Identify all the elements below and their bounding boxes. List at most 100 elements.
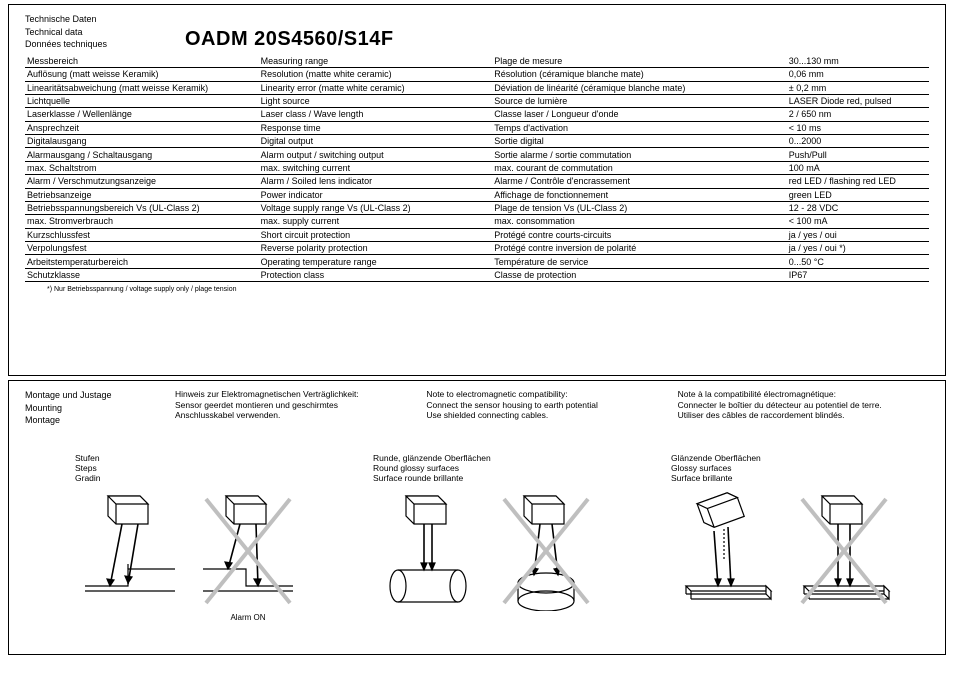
diagram-group-round: Runde, glänzende Oberflächen Round gloss…: [373, 453, 601, 622]
mounting-labels: Montage und Justage Mounting Montage: [25, 389, 175, 427]
spec-cell-de: Arbeitstemperaturbereich: [25, 255, 259, 268]
spec-row: ArbeitstemperaturbereichOperating temper…: [25, 255, 929, 268]
spec-cell-val: IP67: [787, 268, 929, 281]
spec-cell-de: Auflösung (matt weisse Keramik): [25, 68, 259, 81]
spec-cell-en: max. switching current: [259, 161, 493, 174]
mounting-fr: Montage: [25, 414, 175, 427]
spec-row: KurzschlussfestShort circuit protectionP…: [25, 228, 929, 241]
mounting-note-de: Hinweis zur Elektromagnetischen Verträgl…: [175, 389, 426, 427]
spec-cell-en: Linearity error (matte white ceramic): [259, 81, 493, 94]
caption-round: Runde, glänzende Oberflächen Round gloss…: [373, 453, 601, 485]
spec-cell-fr: Temps d'activation: [492, 121, 787, 134]
spec-cell-de: max. Stromverbrauch: [25, 215, 259, 228]
spec-cell-val: 0...2000: [787, 135, 929, 148]
spec-cell-fr: Plage de mesure: [492, 55, 787, 68]
spec-cell-fr: Déviation de linéarité (céramique blanch…: [492, 81, 787, 94]
spec-cell-val: 2 / 650 nm: [787, 108, 929, 121]
spec-cell-fr: Résolution (céramique blanche mate): [492, 68, 787, 81]
header-fr: Données techniques: [25, 38, 185, 51]
spec-cell-fr: Alarme / Contrôle d'encrassement: [492, 175, 787, 188]
spec-cell-fr: Plage de tension Vs (UL-Class 2): [492, 201, 787, 214]
diagram-steps-ok: [75, 491, 185, 622]
spec-cell-fr: Protégé contre inversion de polarité: [492, 242, 787, 255]
spec-cell-val: red LED / flashing red LED: [787, 175, 929, 188]
caption-glossy: Glänzende Oberflächen Glossy surfaces Su…: [671, 453, 899, 485]
spec-cell-val: 100 mA: [787, 161, 929, 174]
spec-cell-fr: Classe laser / Longueur d'onde: [492, 108, 787, 121]
mounting-notes: Hinweis zur Elektromagnetischen Verträgl…: [175, 389, 929, 427]
technical-data-panel: Technische Daten Technical data Données …: [8, 4, 946, 376]
header-labels: Technische Daten Technical data Données …: [25, 13, 185, 51]
spec-cell-de: Alarmausgang / Schaltausgang: [25, 148, 259, 161]
spec-cell-val: ± 0,2 mm: [787, 81, 929, 94]
diagram-group-glossy: Glänzende Oberflächen Glossy surfaces Su…: [671, 453, 899, 622]
spec-cell-fr: Protégé contre courts-circuits: [492, 228, 787, 241]
spec-row: Laserklasse / WellenlängeLaser class / W…: [25, 108, 929, 121]
spec-row: max. Schaltstrommax. switching currentma…: [25, 161, 929, 174]
spec-cell-val: 0,06 mm: [787, 68, 929, 81]
spec-table: MessbereichMeasuring rangePlage de mesur…: [25, 55, 929, 282]
diagram-round-ok: [373, 491, 483, 611]
spec-cell-val: 0...50 °C: [787, 255, 929, 268]
spec-cell-en: Voltage supply range Vs (UL-Class 2): [259, 201, 493, 214]
spec-cell-en: Protection class: [259, 268, 493, 281]
header-row: Technische Daten Technical data Données …: [25, 13, 929, 51]
spec-cell-de: Lichtquelle: [25, 94, 259, 107]
spec-cell-fr: Affichage de fonctionnement: [492, 188, 787, 201]
spec-cell-val: Push/Pull: [787, 148, 929, 161]
spec-row: VerpolungsfestReverse polarity protectio…: [25, 242, 929, 255]
spec-cell-en: Laser class / Wave length: [259, 108, 493, 121]
spec-cell-fr: Sortie alarme / sortie commutation: [492, 148, 787, 161]
spec-cell-fr: Sortie digital: [492, 135, 787, 148]
spec-cell-en: Resolution (matte white ceramic): [259, 68, 493, 81]
header-de: Technische Daten: [25, 13, 185, 26]
spec-cell-de: Linearitätsabweichung (matt weisse Keram…: [25, 81, 259, 94]
spec-cell-en: Alarm / Soiled lens indicator: [259, 175, 493, 188]
mounting-note-en: Note to electromagnetic compatibility: C…: [426, 389, 677, 427]
mounting-de: Montage und Justage: [25, 389, 175, 402]
spec-cell-val: < 100 mA: [787, 215, 929, 228]
spec-cell-val: ja / yes / oui *): [787, 242, 929, 255]
diagram-glossy-ok: [671, 491, 781, 611]
diagram-round-ko: [491, 491, 601, 611]
caption-steps: Stufen Steps Gradin: [75, 453, 303, 485]
spec-cell-en: Light source: [259, 94, 493, 107]
spec-cell-val: 30...130 mm: [787, 55, 929, 68]
spec-cell-en: Reverse polarity protection: [259, 242, 493, 255]
spec-cell-fr: Température de service: [492, 255, 787, 268]
mounting-panel: Montage und Justage Mounting Montage Hin…: [8, 380, 946, 655]
spec-row: LichtquelleLight sourceSource de lumière…: [25, 94, 929, 107]
spec-cell-en: max. supply current: [259, 215, 493, 228]
spec-cell-en: Alarm output / switching output: [259, 148, 493, 161]
spec-cell-en: Short circuit protection: [259, 228, 493, 241]
spec-cell-en: Operating temperature range: [259, 255, 493, 268]
spec-row: Alarm / VerschmutzungsanzeigeAlarm / Soi…: [25, 175, 929, 188]
spec-row: max. Stromverbrauchmax. supply currentma…: [25, 215, 929, 228]
mounting-header: Montage und Justage Mounting Montage Hin…: [25, 389, 929, 427]
spec-cell-de: Kurzschlussfest: [25, 228, 259, 241]
diagram-steps-ko: Alarm ON: [193, 491, 303, 622]
spec-row: BetriebsanzeigePower indicatorAffichage …: [25, 188, 929, 201]
spec-cell-de: max. Schaltstrom: [25, 161, 259, 174]
spec-cell-de: Schutzklasse: [25, 268, 259, 281]
spec-cell-val: 12 - 28 VDC: [787, 201, 929, 214]
spec-cell-de: Ansprechzeit: [25, 121, 259, 134]
spec-row: Alarmausgang / SchaltausgangAlarm output…: [25, 148, 929, 161]
spec-cell-de: Messbereich: [25, 55, 259, 68]
spec-cell-en: Measuring range: [259, 55, 493, 68]
spec-cell-de: Alarm / Verschmutzungsanzeige: [25, 175, 259, 188]
diagram-group-steps: Stufen Steps Gradin: [75, 453, 303, 622]
alarm-label: Alarm ON: [193, 613, 303, 622]
spec-row: DigitalausgangDigital outputSortie digit…: [25, 135, 929, 148]
spec-cell-val: < 10 ms: [787, 121, 929, 134]
spec-cell-de: Digitalausgang: [25, 135, 259, 148]
spec-cell-en: Digital output: [259, 135, 493, 148]
spec-cell-fr: max. courant de commutation: [492, 161, 787, 174]
product-title: OADM 20S4560/S14F: [185, 28, 394, 51]
header-en: Technical data: [25, 26, 185, 39]
spec-cell-fr: max. consommation: [492, 215, 787, 228]
spec-cell-val: LASER Diode red, pulsed: [787, 94, 929, 107]
mounting-en: Mounting: [25, 402, 175, 415]
spec-row: Auflösung (matt weisse Keramik)Resolutio…: [25, 68, 929, 81]
spec-row: SchutzklasseProtection classClasse de pr…: [25, 268, 929, 281]
